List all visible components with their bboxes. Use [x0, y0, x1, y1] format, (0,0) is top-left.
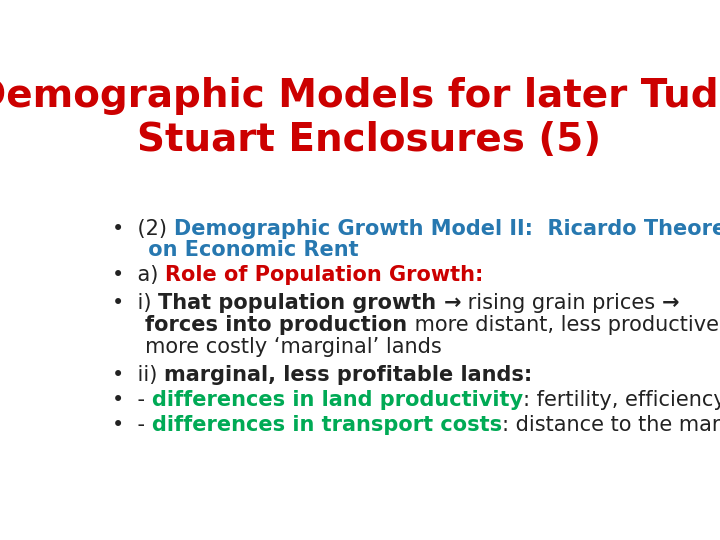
Text: differences in land productivity: differences in land productivity — [152, 390, 523, 410]
Text: differences in transport costs: differences in transport costs — [152, 415, 502, 435]
Text: •  -: • - — [112, 415, 152, 435]
Text: Demographic Models for later Tudor
Stuart Enclosures (5): Demographic Models for later Tudor Stuar… — [0, 77, 720, 159]
Text: •  (2): • (2) — [112, 219, 174, 239]
Text: That population growth: That population growth — [158, 293, 444, 313]
Text: marginal, less profitable lands:: marginal, less profitable lands: — [164, 365, 533, 385]
Text: →: → — [662, 293, 680, 313]
Text: Demographic Growth Model II:  Ricardo Theorem: Demographic Growth Model II: Ricardo The… — [174, 219, 720, 239]
Text: •  a): • a) — [112, 265, 166, 285]
Text: more distant, less productive,: more distant, less productive, — [408, 315, 720, 335]
Text: •  i): • i) — [112, 293, 158, 313]
Text: : distance to the market: : distance to the market — [502, 415, 720, 435]
Text: : fertility, efficiency: : fertility, efficiency — [523, 390, 720, 410]
Text: rising grain prices: rising grain prices — [462, 293, 662, 313]
Text: •  ii): • ii) — [112, 365, 164, 385]
Text: more costly ‘marginal’ lands: more costly ‘marginal’ lands — [112, 337, 442, 357]
Text: →: → — [444, 293, 462, 313]
Text: •  -: • - — [112, 390, 152, 410]
Text: on Economic Rent: on Economic Rent — [112, 240, 359, 260]
Text: forces into production: forces into production — [145, 315, 408, 335]
Text: Role of Population Growth:: Role of Population Growth: — [166, 265, 484, 285]
